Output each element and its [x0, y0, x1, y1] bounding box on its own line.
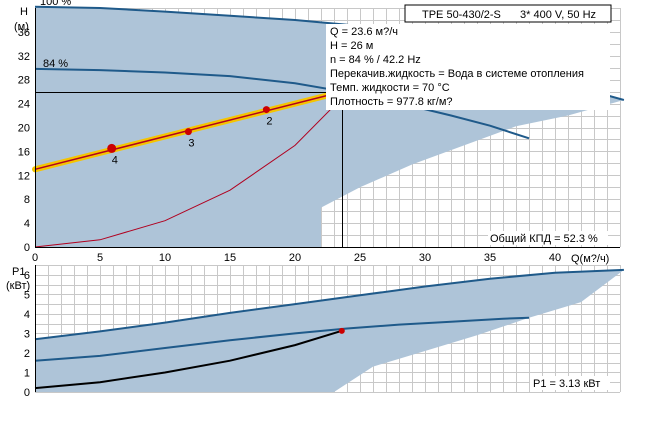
power-chart-ticks: 0 1 2 3 4 5 6 [24, 270, 30, 399]
power-y-tick-label: 0 [24, 387, 30, 399]
efficiency-text: Общий КПД = 52.3 % [490, 233, 598, 245]
power-duty-point [338, 327, 345, 334]
x-tick-label: 5 [97, 252, 103, 264]
info-liquid: Перекачив.жидкость = Вода в системе отоп… [330, 68, 584, 80]
point-label: 2 [266, 116, 272, 128]
point-label: 3 [188, 138, 194, 150]
curve-label-84-percent: 84 % [43, 58, 68, 70]
power-y-tick-label: 1 [24, 367, 30, 379]
power-text: P1 = 3.13 кВт [533, 378, 600, 390]
x-tick-label: 30 [419, 252, 431, 264]
x-tick-label: 0 [32, 252, 38, 264]
head-axis-label-symbol: H [20, 6, 28, 18]
info-temperature: Темп. жидкости = 70 °C [330, 82, 450, 94]
curve-label-100-percent: 100 % [40, 0, 71, 8]
efficiency-box [488, 231, 608, 245]
info-density: Плотность = 977.8 кг/м? [330, 96, 453, 108]
curve-point-marker [184, 128, 192, 136]
power-curves [34, 268, 624, 390]
power-curve-84-percent [34, 316, 530, 362]
header-box [404, 4, 612, 23]
duty-info: Q = 23.6 м?/ч H = 26 м n = 84 % / 42.2 H… [330, 26, 584, 108]
y-tick-label: 20 [18, 123, 30, 135]
y-tick-label: 0 [24, 242, 30, 254]
info-box [326, 24, 610, 110]
curve-point-marker [107, 143, 117, 153]
power-control-curve [34, 329, 343, 390]
y-tick-label: 4 [24, 218, 30, 230]
y-tick-label: 12 [18, 170, 30, 182]
point-label: 4 [112, 154, 118, 166]
power-curve-100-percent [34, 268, 624, 341]
power-y-tick-label: 3 [24, 328, 30, 340]
info-speed: n = 84 % / 42.2 Hz [330, 54, 421, 66]
head-chart-axes [35, 8, 620, 248]
head-axis-label-unit: (м) [14, 21, 29, 33]
power-y-tick-label: 5 [24, 289, 30, 301]
info-head: H = 26 м [330, 40, 373, 52]
power-y-tick-label: 4 [24, 309, 30, 321]
system-curve [34, 92, 348, 248]
power-duty-marks [338, 327, 345, 334]
x-tick-label: 40 [549, 252, 561, 264]
x-tick-label: 35 [484, 252, 496, 264]
y-tick-label: 16 [18, 146, 30, 158]
header-supply: 3* 400 V, 50 Hz [520, 9, 596, 21]
y-tick-label: 28 [18, 75, 30, 87]
power-axis-label-symbol: P1 [12, 266, 25, 278]
x-tick-label: 15 [224, 252, 236, 264]
curve-84-percent [34, 67, 530, 140]
y-tick-label: 8 [24, 194, 30, 206]
power-y-tick-label: 2 [24, 348, 30, 360]
header-model: TPE 50-430/2-S [422, 9, 501, 21]
info-flow: Q = 23.6 м?/ч [330, 26, 398, 38]
curve-point-marker [262, 106, 270, 114]
x-tick-label: 10 [159, 252, 171, 264]
y-tick-label: 36 [18, 27, 30, 39]
x-tick-label: 20 [289, 252, 301, 264]
y-tick-label: 32 [18, 51, 30, 63]
power-axis-label-unit: (кВт) [6, 280, 30, 292]
y-tick-label: 24 [18, 99, 30, 111]
flow-axis-label: Q(м?/ч) [571, 253, 609, 265]
power-box [530, 376, 610, 390]
x-tick-label: 25 [354, 252, 366, 264]
power-y-tick-label: 6 [24, 270, 30, 282]
